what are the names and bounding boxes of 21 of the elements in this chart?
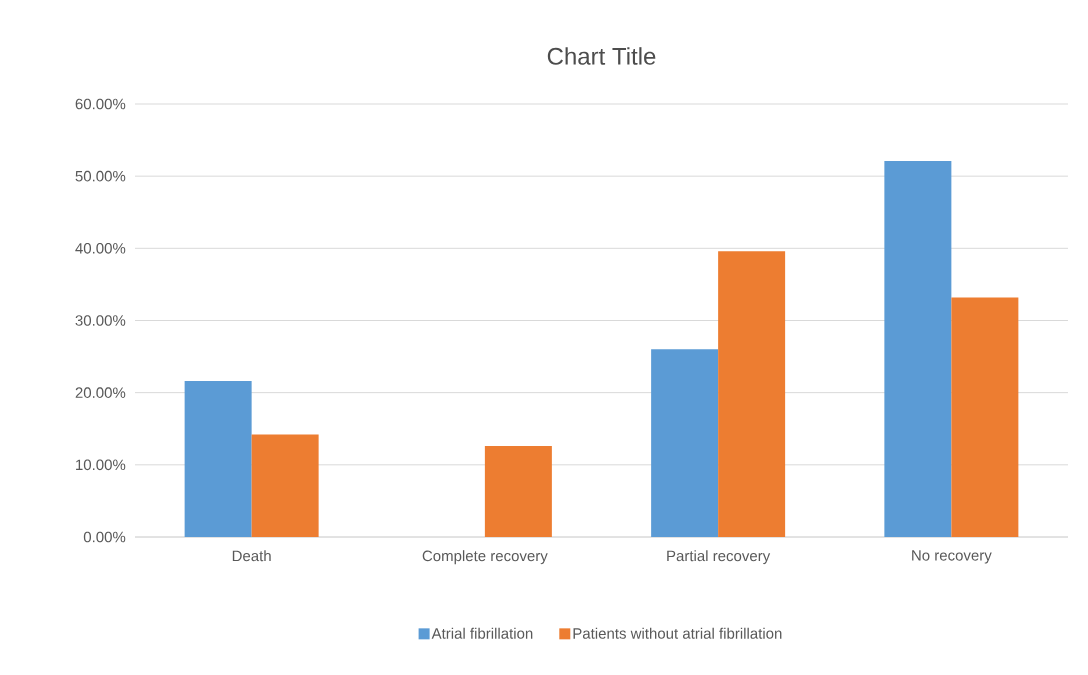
bar: [951, 297, 1019, 537]
x-tick-label: Partial recovery: [667, 550, 771, 565]
bar: [718, 251, 786, 537]
y-tick-label: 50.00%: [75, 170, 126, 182]
x-tick-label: No recovery: [912, 550, 992, 564]
bar: [251, 434, 319, 537]
y-tick-label: 10.00%: [76, 459, 126, 471]
y-tick-label: 60.00%: [75, 98, 126, 110]
legend-label: Patients without atrial fibrillation: [573, 627, 782, 639]
y-tick-label: 40.00%: [75, 243, 126, 254]
bar: [184, 381, 252, 537]
y-tick-label: 0.00%: [83, 531, 126, 543]
x-tick-label: Complete recovery: [422, 550, 548, 565]
chart-title: Chart Title: [547, 47, 656, 65]
x-tick-label: Death: [232, 550, 271, 562]
y-tick-label: 30.00%: [75, 315, 126, 326]
legend-label: Atrial fibrillation: [431, 627, 533, 639]
bar: [884, 161, 952, 537]
bar: [484, 446, 552, 537]
y-tick-label: 20.00%: [75, 387, 126, 398]
bar: [651, 349, 719, 537]
